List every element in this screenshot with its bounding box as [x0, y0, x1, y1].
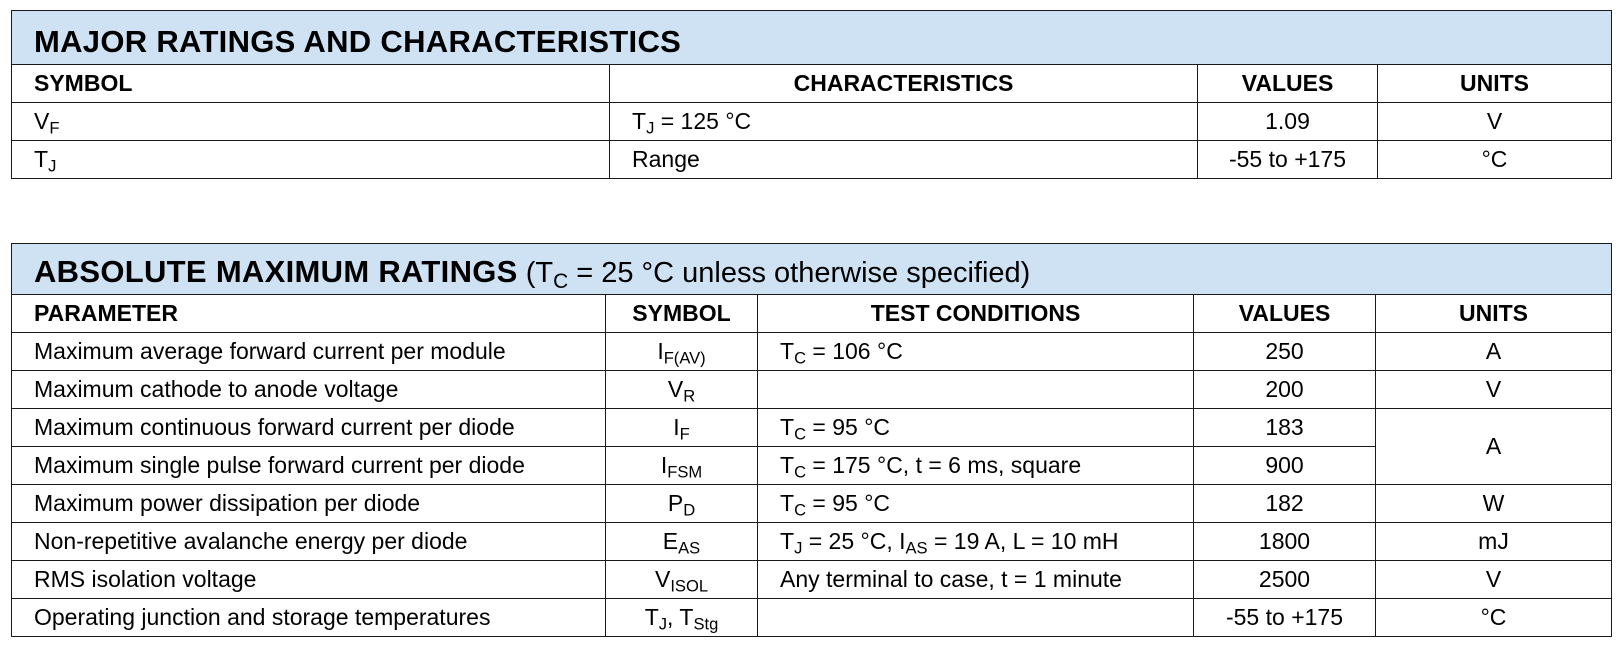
- condition-cell: Any terminal to case, t = 1 minute: [757, 560, 1194, 599]
- symbol-cell: IF(AV): [605, 332, 758, 371]
- unit-cell: A: [1375, 332, 1612, 371]
- value-cell: 200: [1193, 370, 1376, 409]
- symbol-cell: TJ, TStg: [605, 598, 758, 637]
- unit-cell: °C: [1376, 140, 1613, 179]
- table-row: Maximum single pulse forward current per…: [11, 446, 1612, 485]
- value-cell: 1800: [1193, 522, 1376, 561]
- abs-table-title: ABSOLUTE MAXIMUM RATINGS (TC = 25 °C unl…: [11, 243, 1612, 295]
- abs-header-row: PARAMETER SYMBOL TEST CONDITIONS VALUES …: [11, 294, 1612, 333]
- characteristics-cell: Range: [609, 140, 1198, 179]
- condition-cell: TC = 175 °C, t = 6 ms, square: [757, 446, 1194, 485]
- value-cell: -55 to +175: [1197, 140, 1378, 179]
- symbol-cell: PD: [605, 484, 758, 523]
- condition-cell: [757, 370, 1194, 409]
- symbol-cell: IF: [605, 408, 758, 447]
- absolute-maximum-ratings-table: ABSOLUTE MAXIMUM RATINGS (TC = 25 °C unl…: [11, 243, 1612, 637]
- symbol-cell: VR: [605, 370, 758, 409]
- table-row: Maximum cathode to anode voltage VR 200 …: [11, 370, 1612, 409]
- symbol-cell: VF: [11, 102, 610, 141]
- condition-cell: TC = 95 °C: [757, 484, 1194, 523]
- major-header-row: SYMBOL CHARACTERISTICS VALUES UNITS: [11, 64, 1613, 103]
- parameter-cell: Maximum power dissipation per diode: [11, 484, 606, 523]
- header-characteristics: CHARACTERISTICS: [609, 64, 1198, 103]
- major-table-title: MAJOR RATINGS AND CHARACTERISTICS: [10, 10, 1613, 65]
- abs-title-row: ABSOLUTE MAXIMUM RATINGS (TC = 25 °C unl…: [11, 243, 1612, 295]
- parameter-cell: RMS isolation voltage: [11, 560, 606, 599]
- condition-cell: [757, 598, 1194, 637]
- unit-cell: mJ: [1375, 522, 1612, 561]
- unit-cell: V: [1376, 102, 1613, 141]
- value-cell: 250: [1193, 332, 1376, 371]
- header-units: UNITS: [1376, 64, 1613, 103]
- parameter-cell: Operating junction and storage temperatu…: [11, 598, 606, 637]
- header-test-conditions: TEST CONDITIONS: [757, 294, 1194, 333]
- parameter-cell: Maximum average forward current per modu…: [11, 332, 606, 371]
- unit-cell: W: [1375, 484, 1612, 523]
- header-symbol: SYMBOL: [11, 64, 610, 103]
- header-values: VALUES: [1197, 64, 1378, 103]
- abs-title-condition: (TC = 25 °C unless otherwise specified): [517, 257, 1031, 293]
- unit-cell: °C: [1375, 598, 1612, 637]
- major-title-text: MAJOR RATINGS AND CHARACTERISTICS: [34, 24, 682, 59]
- symbol-cell: VISOL: [605, 560, 758, 599]
- symbol-cell: IFSM: [605, 446, 758, 485]
- major-title-row: MAJOR RATINGS AND CHARACTERISTICS: [10, 10, 1613, 65]
- table-row: RMS isolation voltage VISOL Any terminal…: [11, 560, 1612, 599]
- table-row: Operating junction and storage temperatu…: [11, 598, 1612, 637]
- value-cell: 900: [1193, 446, 1376, 485]
- header-values: VALUES: [1193, 294, 1376, 333]
- symbol-cell: TJ: [11, 140, 610, 179]
- value-cell: 182: [1193, 484, 1376, 523]
- table-row: VF TJ = 125 °C 1.09 V: [11, 102, 1613, 141]
- unit-cell: V: [1375, 560, 1612, 599]
- parameter-cell: Maximum continuous forward current per d…: [11, 408, 606, 447]
- unit-cell: A: [1375, 408, 1612, 485]
- condition-cell: TJ = 25 °C, IAS = 19 A, L = 10 mH: [757, 522, 1194, 561]
- condition-cell: TC = 95 °C: [757, 408, 1194, 447]
- value-cell: 1.09: [1197, 102, 1378, 141]
- unit-cell: V: [1375, 370, 1612, 409]
- table-row: Maximum power dissipation per diode PD T…: [11, 484, 1612, 523]
- table-row: Non-repetitive avalanche energy per diod…: [11, 522, 1612, 561]
- header-units: UNITS: [1375, 294, 1612, 333]
- table-row: Maximum continuous forward current per d…: [11, 408, 1612, 485]
- condition-cell: TC = 106 °C: [757, 332, 1194, 371]
- value-cell: -55 to +175: [1193, 598, 1376, 637]
- value-cell: 183: [1193, 408, 1376, 447]
- header-symbol: SYMBOL: [605, 294, 758, 333]
- symbol-cell: EAS: [605, 522, 758, 561]
- parameter-cell: Maximum cathode to anode voltage: [11, 370, 606, 409]
- value-cell: 2500: [1193, 560, 1376, 599]
- table-row: TJ Range -55 to +175 °C: [11, 140, 1613, 179]
- header-parameter: PARAMETER: [11, 294, 606, 333]
- characteristics-cell: TJ = 125 °C: [609, 102, 1198, 141]
- parameter-cell: Non-repetitive avalanche energy per diod…: [11, 522, 606, 561]
- table-row: Maximum average forward current per modu…: [11, 332, 1612, 371]
- major-ratings-table: MAJOR RATINGS AND CHARACTERISTICS SYMBOL…: [10, 10, 1613, 179]
- abs-title-text: ABSOLUTE MAXIMUM RATINGS: [34, 254, 518, 289]
- parameter-cell: Maximum single pulse forward current per…: [11, 446, 606, 485]
